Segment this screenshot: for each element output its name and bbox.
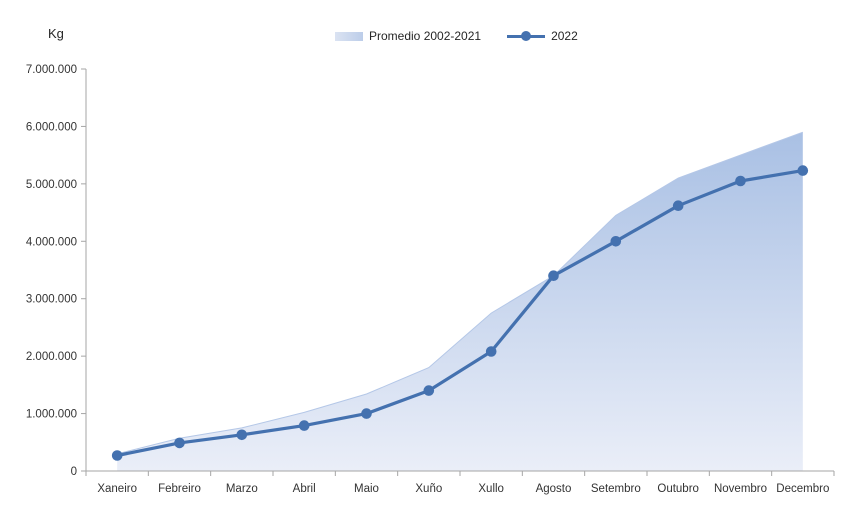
y-tick-label: 7.000.000 — [26, 64, 77, 76]
data-point-2022 — [610, 236, 622, 247]
legend: Promedio 2002-2021 2022 — [335, 29, 578, 43]
y-tick-label: 4.000.000 — [26, 236, 77, 248]
x-tick-label: Febreiro — [158, 483, 201, 495]
data-point-2022 — [236, 429, 248, 441]
data-point-2022 — [485, 346, 497, 357]
y-tick-label: 1.000.000 — [26, 409, 77, 421]
y-tick-label: 5.000.000 — [26, 179, 77, 191]
line-series-2022 — [115, 169, 805, 458]
data-point-2022 — [298, 420, 310, 431]
x-tick-label: Abril — [293, 483, 316, 495]
data-point-2022 — [735, 175, 746, 187]
x-tick-label: Agosto — [536, 483, 572, 495]
y-tick-label: 6.000.000 — [26, 121, 77, 133]
promedio-area-edge — [117, 131, 803, 455]
data-point-2022 — [111, 450, 123, 461]
y-tick-label: 3.000.000 — [26, 294, 77, 306]
y-tick-label: 0 — [71, 466, 77, 478]
legend-item-promedio: Promedio 2002-2021 — [335, 29, 481, 43]
data-point-2022 — [174, 437, 185, 449]
promedio-area-series — [117, 132, 803, 471]
line-marker-swatch-icon — [507, 31, 546, 41]
x-tick-label: Decembro — [776, 483, 829, 495]
area-gradient-swatch-icon — [335, 31, 363, 41]
y-axis-title: Kg — [48, 26, 64, 41]
data-point-2022 — [797, 165, 809, 176]
x-tick-label: Xaneiro — [97, 483, 137, 495]
legend-label-promedio: Promedio 2002-2021 — [369, 29, 482, 43]
x-tick-label: Xullo — [478, 483, 504, 495]
data-point-2022 — [548, 270, 559, 282]
x-tick-label: Xuño — [415, 483, 442, 495]
data-point-2022 — [423, 385, 435, 396]
legend-item-2022: 2022 — [507, 29, 578, 43]
x-tick-label: Novembro — [714, 483, 767, 495]
x-tick-label: Maio — [354, 483, 379, 495]
x-tick-label: Setembro — [591, 483, 641, 495]
x-tick-label: Marzo — [226, 483, 258, 495]
data-point-2022 — [672, 200, 684, 211]
y-tick-label: 2.000.000 — [26, 351, 77, 363]
x-tick-label: Outubro — [657, 483, 699, 495]
legend-label-2022: 2022 — [551, 29, 578, 43]
data-point-2022 — [361, 408, 372, 419]
